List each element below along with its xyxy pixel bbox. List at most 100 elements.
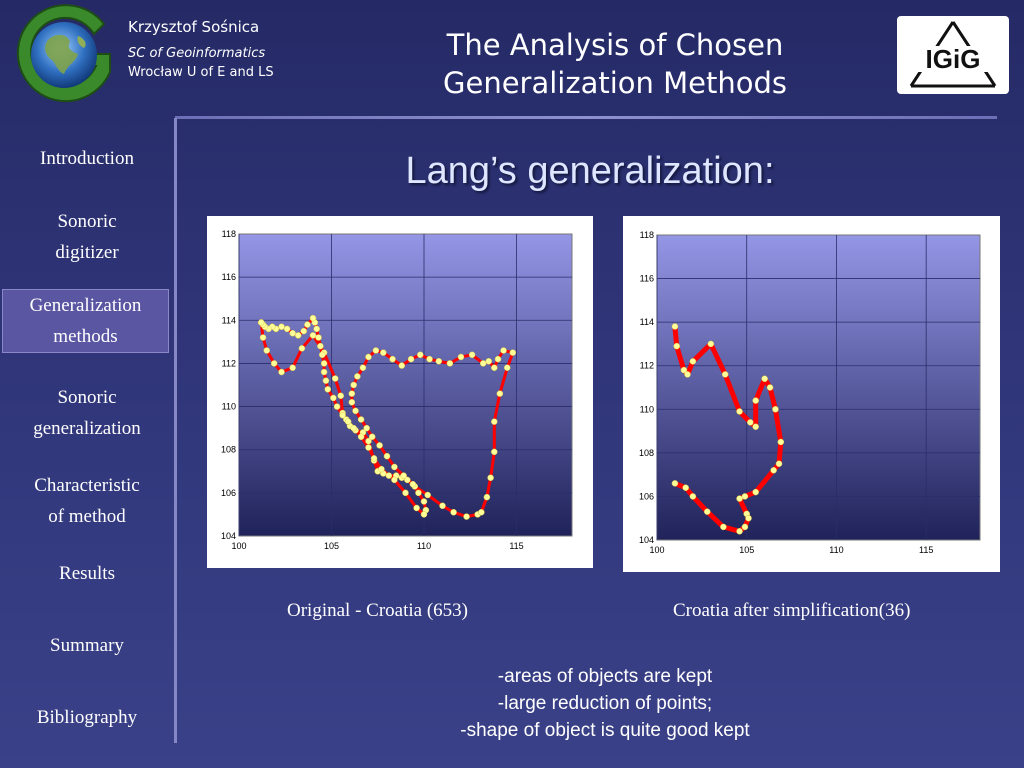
y-tick-label: 110 [640,404,654,414]
data-point [494,355,502,363]
data-point [479,360,487,367]
presentation-title-line2: Generalization Methods [443,66,787,100]
data-point [380,349,387,356]
data-point [339,411,346,419]
data-point [770,467,777,474]
data-point [376,442,383,449]
sidebar-item-introduction[interactable]: Introduction [0,143,174,174]
y-tick-label: 114 [222,315,236,325]
data-point [322,377,330,384]
data-point [298,345,306,352]
data-point [383,452,391,460]
data-point [741,523,749,531]
data-point [720,523,727,531]
data-point [348,390,356,397]
header-divider [175,116,997,119]
data-point [365,353,372,361]
data-point [504,364,511,371]
y-tick-label: 116 [640,274,654,284]
data-point [315,334,322,341]
data-point [402,489,409,497]
data-point [420,498,428,505]
geoinformatics-globe-logo [16,4,111,103]
data-point [483,493,491,501]
data-point [745,514,752,522]
sidebar-item-label: Characteristic [34,475,140,496]
y-tick-label: 112 [222,358,236,368]
note-item: -shape of object is quite good kept [460,720,750,741]
data-point [309,332,317,339]
chart-original-frame: 100 105 110 115 104 106 108 110 112 114 116 118 [207,216,593,568]
data-point [426,355,433,363]
slide-heading: Lang’s generalization: [405,150,775,192]
data-point [354,373,361,380]
x-tick-label: 115 [509,541,523,551]
sidebar-item-sonoric-generalization[interactable]: Sonoric generalization [0,382,174,444]
data-point [487,474,494,482]
data-point [278,323,285,331]
data-point [491,364,498,371]
data-point [372,347,380,354]
data-point [391,463,398,471]
data-point [289,329,296,337]
sidebar-item-results[interactable]: Results [0,558,174,589]
note-item: -large reduction of points; [497,693,713,714]
data-point [736,408,743,415]
data-point [357,433,365,441]
data-point [446,360,454,367]
x-tick-label: 110 [417,541,431,551]
data-point [509,349,517,356]
data-point [457,353,465,361]
y-tick-label: 104 [221,531,236,541]
data-point [671,323,679,330]
data-point [313,325,320,333]
igig-logo-text: IGiG [926,44,981,74]
data-point [294,332,302,339]
y-tick-label: 108 [221,445,236,455]
sidebar-item-generalization-methods[interactable]: Generalization methods [2,289,169,353]
y-tick-label: 108 [639,448,654,458]
data-point [741,493,749,500]
data-point [417,351,424,359]
sidebar-item-label: Summary [50,635,124,656]
data-point [404,476,411,484]
data-point [409,480,417,488]
data-point [761,375,768,383]
x-tick-label: 100 [231,541,246,551]
sidebar-item-summary[interactable]: Summary [0,630,174,661]
y-tick-label: 118 [222,229,236,239]
data-point [777,438,785,446]
data-point [389,355,396,363]
data-point [378,465,385,473]
sidebar-item-label: of method [48,506,126,527]
data-point [721,371,729,378]
data-point [359,364,367,371]
data-point [350,424,357,432]
data-point [278,368,285,376]
sidebar-item-characteristic-of-method[interactable]: Characteristic of method [0,470,174,532]
data-point [689,358,697,365]
data-point [352,407,359,415]
author-university: Wrocław U of E and LS [128,65,274,80]
data-point [491,448,498,456]
data-point [682,484,689,491]
data-point [707,340,715,348]
data-point [752,423,759,430]
y-tick-label: 118 [640,230,654,240]
sidebar-item-label: Introduction [40,148,134,169]
x-tick-label: 110 [829,545,843,555]
sidebar-item-sonoric-digitizer[interactable]: Sonoric digitizer [0,206,174,268]
data-point [775,460,783,467]
author-name: Krzysztof Sośnica [128,18,260,36]
sidebar-item-bibliography[interactable]: Bibliography [0,702,174,733]
data-point [337,392,344,400]
data-point [424,491,431,499]
data-point [703,508,711,515]
data-point [370,455,378,462]
data-point [496,390,504,397]
sidebar-item-label: Results [59,563,115,584]
data-point [689,493,697,500]
data-point [680,366,688,374]
data-point [320,360,328,367]
data-point [385,472,393,479]
